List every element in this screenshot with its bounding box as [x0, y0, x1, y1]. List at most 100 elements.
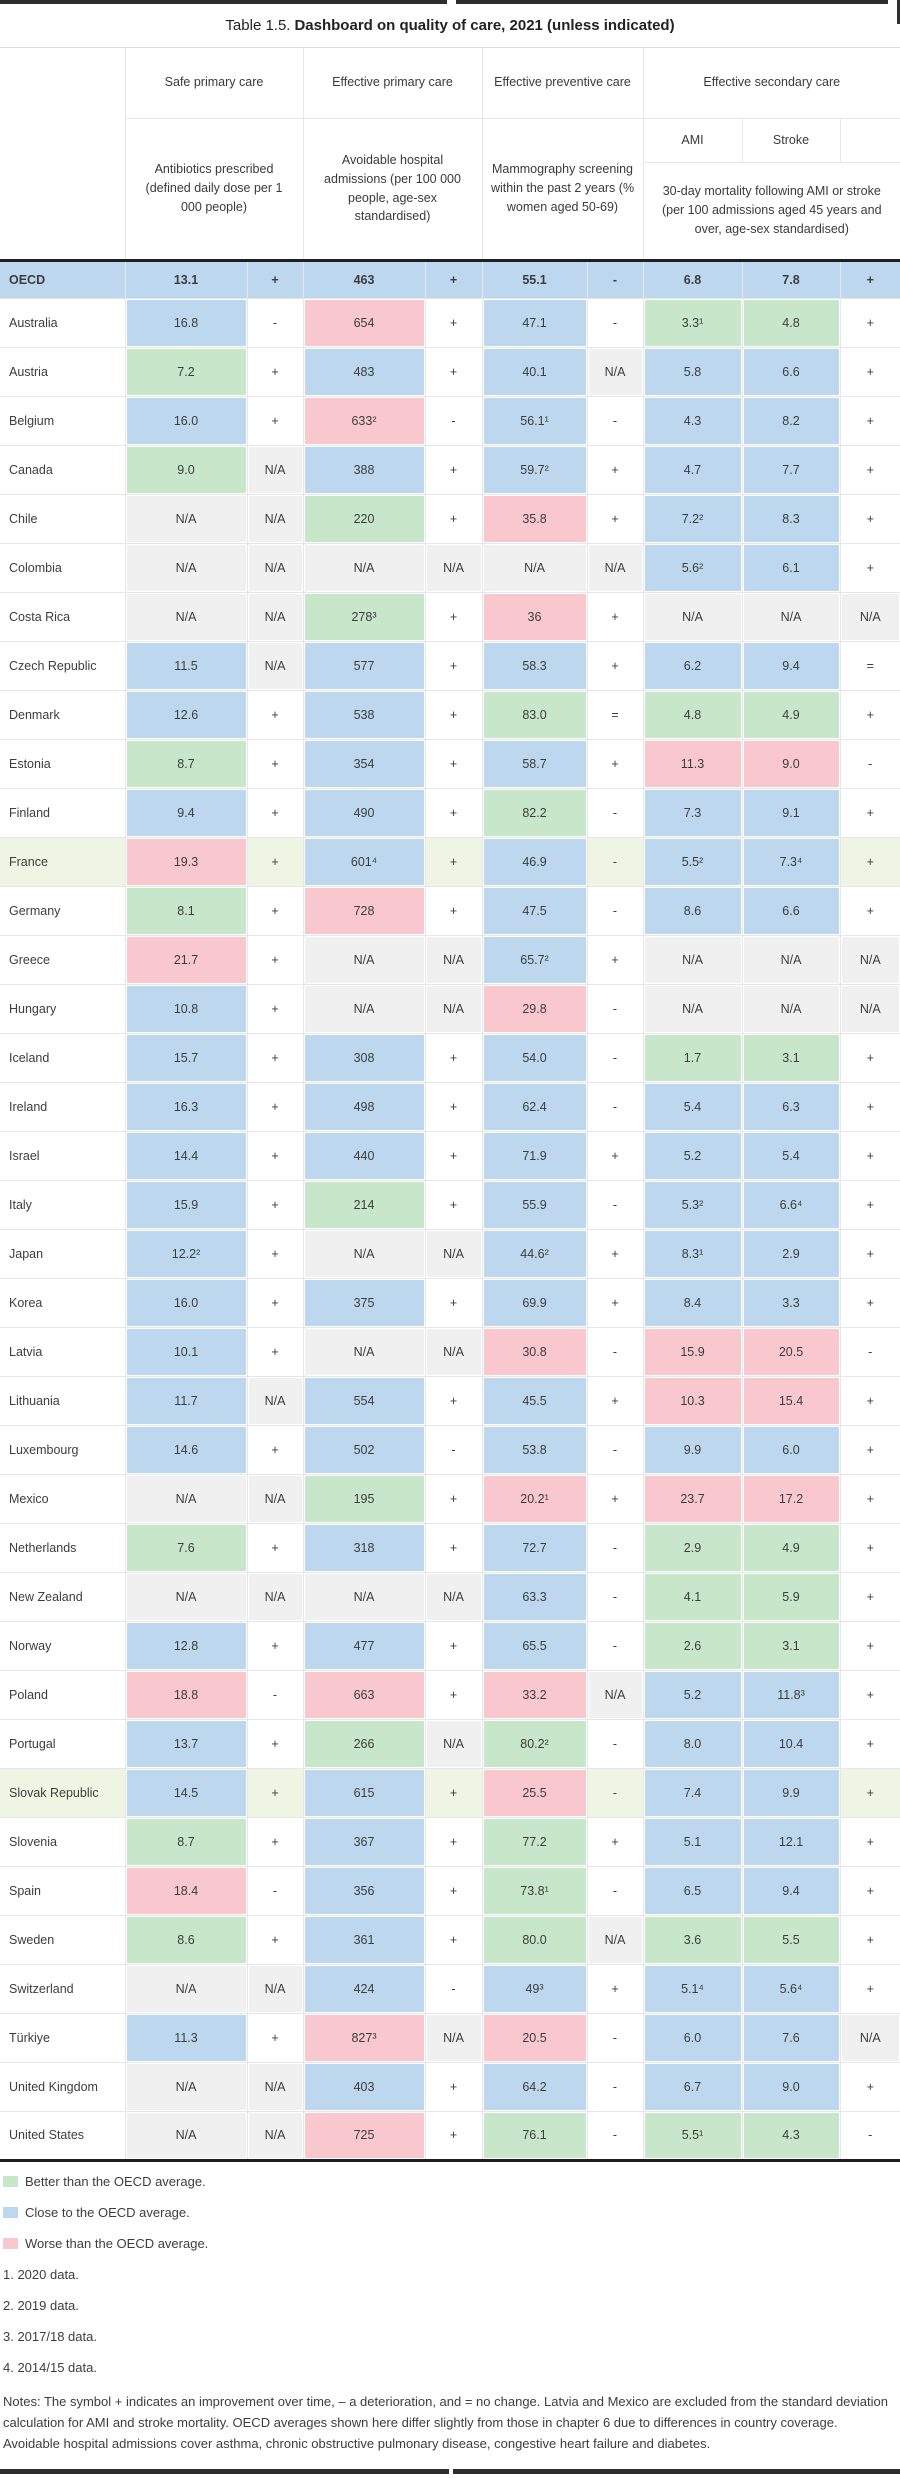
table-row: Ireland 16.3 +498 +62.4-5.4 6.3 +	[0, 1081, 900, 1132]
cell-value: 7.7	[741, 444, 841, 495]
cell-value: 5.9	[741, 1571, 841, 1622]
cell-trend: -	[586, 983, 644, 1034]
cell-trend: +	[586, 493, 644, 544]
table-row: Australia 16.8-654 +47.1-3.3¹ 4.8 +	[0, 297, 900, 348]
cell-trend: +	[246, 1816, 304, 1867]
cell-trend: -	[424, 1963, 483, 2014]
cell-trend: -	[586, 1179, 644, 1230]
cell-value: 13.1	[124, 259, 248, 299]
cell-value: N/A	[481, 542, 588, 593]
cell-value: 10.3	[642, 1375, 743, 1426]
cell-trend: +	[424, 444, 483, 495]
cell-trend: =	[586, 689, 644, 740]
cell-trend: +	[246, 787, 304, 838]
cell-value: 20.5	[481, 2012, 588, 2063]
table-row: OECD 13.1 +463 +55.1-6.8 7.8 +	[0, 259, 900, 299]
row-label: Latvia	[0, 1326, 126, 1377]
cell-value: N/A	[642, 934, 743, 985]
cell-trend: -	[586, 297, 644, 348]
table-row: New Zealand N/A N/A N/A N/A 63.3-4.1 5.9 +	[0, 1571, 900, 1622]
row-label: Netherlands	[0, 1522, 126, 1573]
cell-value: 9.1	[741, 787, 841, 838]
table-row: Belgium 16.0 +633² -56.1¹ -4.3 8.2 +	[0, 395, 900, 446]
row-label: Norway	[0, 1620, 126, 1671]
table-row: Costa Rica N/A N/A 278³ +36 + N/A N/A N/A	[0, 591, 900, 642]
cell-trend: -	[586, 1571, 644, 1622]
row-label: Estonia	[0, 738, 126, 789]
cell-value: 266	[302, 1718, 426, 1769]
table-row: Latvia 10.1 + N/A N/A 30.8-15.9 20.5-	[0, 1326, 900, 1377]
row-label: Hungary	[0, 983, 126, 1034]
cell-trend: N/A	[839, 983, 900, 1034]
cell-trend: +	[246, 259, 304, 299]
cell-trend: +	[424, 1816, 483, 1867]
cell-value: 23.7	[642, 1473, 743, 1524]
cell-trend: +	[424, 836, 483, 887]
table-row: Spain 18.4-356 +73.8¹ -6.5 9.4 +	[0, 1865, 900, 1916]
cell-trend: +	[839, 787, 900, 838]
cell-value: 8.6	[642, 885, 743, 936]
cell-trend: +	[424, 297, 483, 348]
cell-value: 11.5	[124, 640, 248, 691]
cell-value: 8.3	[741, 493, 841, 544]
cell-value: 403	[302, 2061, 426, 2112]
table-title: Table 1.5. Dashboard on quality of care,…	[0, 4, 900, 48]
cell-value: 2.9	[741, 1228, 841, 1279]
cell-trend: +	[424, 885, 483, 936]
cell-value: 367	[302, 1816, 426, 1867]
footnote: 3. 2017/18 data.	[3, 2328, 97, 2344]
cell-value: 7.8	[741, 259, 841, 299]
cell-value: 72.7	[481, 1522, 588, 1573]
cell-value: 318	[302, 1522, 426, 1573]
cell-trend: N/A	[424, 2012, 483, 2063]
cell-trend: +	[424, 1375, 483, 1426]
table-row: Mexico N/A N/A 195 +20.2¹ +23.7 17.2 +	[0, 1473, 900, 1524]
cell-value: N/A	[302, 1228, 426, 1279]
cell-value: 5.5¹	[642, 2110, 743, 2162]
cell-value: 8.6	[124, 1914, 248, 1965]
cell-trend: +	[424, 1473, 483, 1524]
cell-value: 64.2	[481, 2061, 588, 2112]
cell-trend: N/A	[246, 493, 304, 544]
cell-trend: +	[839, 1914, 900, 1965]
cell-value: 16.8	[124, 297, 248, 348]
legend-swatch-g	[3, 2175, 18, 2187]
cell-trend: +	[839, 1620, 900, 1671]
cell-trend: N/A	[246, 1375, 304, 1426]
cell-value: 2.6	[642, 1620, 743, 1671]
row-label: Slovenia	[0, 1816, 126, 1867]
cell-value: 3.1	[741, 1620, 841, 1671]
cell-value: 5.6⁴	[741, 1963, 841, 2014]
cell-trend: +	[246, 1424, 304, 1475]
cell-trend: N/A	[586, 346, 644, 397]
cell-value: 8.0	[642, 1718, 743, 1769]
cell-value: 10.4	[741, 1718, 841, 1769]
cell-value: 18.4	[124, 1865, 248, 1916]
cell-value: 195	[302, 1473, 426, 1524]
cell-trend: +	[586, 1228, 644, 1279]
col-secondary-trend	[839, 117, 900, 163]
cell-value: 5.3²	[642, 1179, 743, 1230]
cell-trend: N/A	[424, 1718, 483, 1769]
cell-value: 73.8¹	[481, 1865, 588, 1916]
row-label: France	[0, 836, 126, 887]
cell-value: 7.4	[642, 1767, 743, 1818]
cell-value: 375	[302, 1277, 426, 1328]
cell-value: N/A	[741, 983, 841, 1034]
cell-value: 7.6	[124, 1522, 248, 1573]
cell-trend: +	[839, 297, 900, 348]
cell-trend: +	[839, 1277, 900, 1328]
col-antibiotics: Antibiotics prescribed (defined daily do…	[125, 117, 304, 262]
table-row: Canada 9.0 N/A 388 +59.7² +4.7 7.7 +	[0, 444, 900, 495]
cell-value: 63.3	[481, 1571, 588, 1622]
legend: Better than the OECD average. Close to th…	[3, 2174, 897, 2251]
cell-trend: +	[424, 1032, 483, 1083]
cell-trend: -	[424, 1424, 483, 1475]
cell-value: N/A	[642, 983, 743, 1034]
table-row: Israel 14.4 +440 +71.9 +5.2 5.4 +	[0, 1130, 900, 1181]
cell-trend: -	[586, 1032, 644, 1083]
cell-value: 16.0	[124, 395, 248, 446]
legend-item: Better than the OECD average.	[3, 2174, 897, 2189]
cell-value: 55.1	[481, 259, 588, 299]
cell-value: 6.0	[741, 1424, 841, 1475]
